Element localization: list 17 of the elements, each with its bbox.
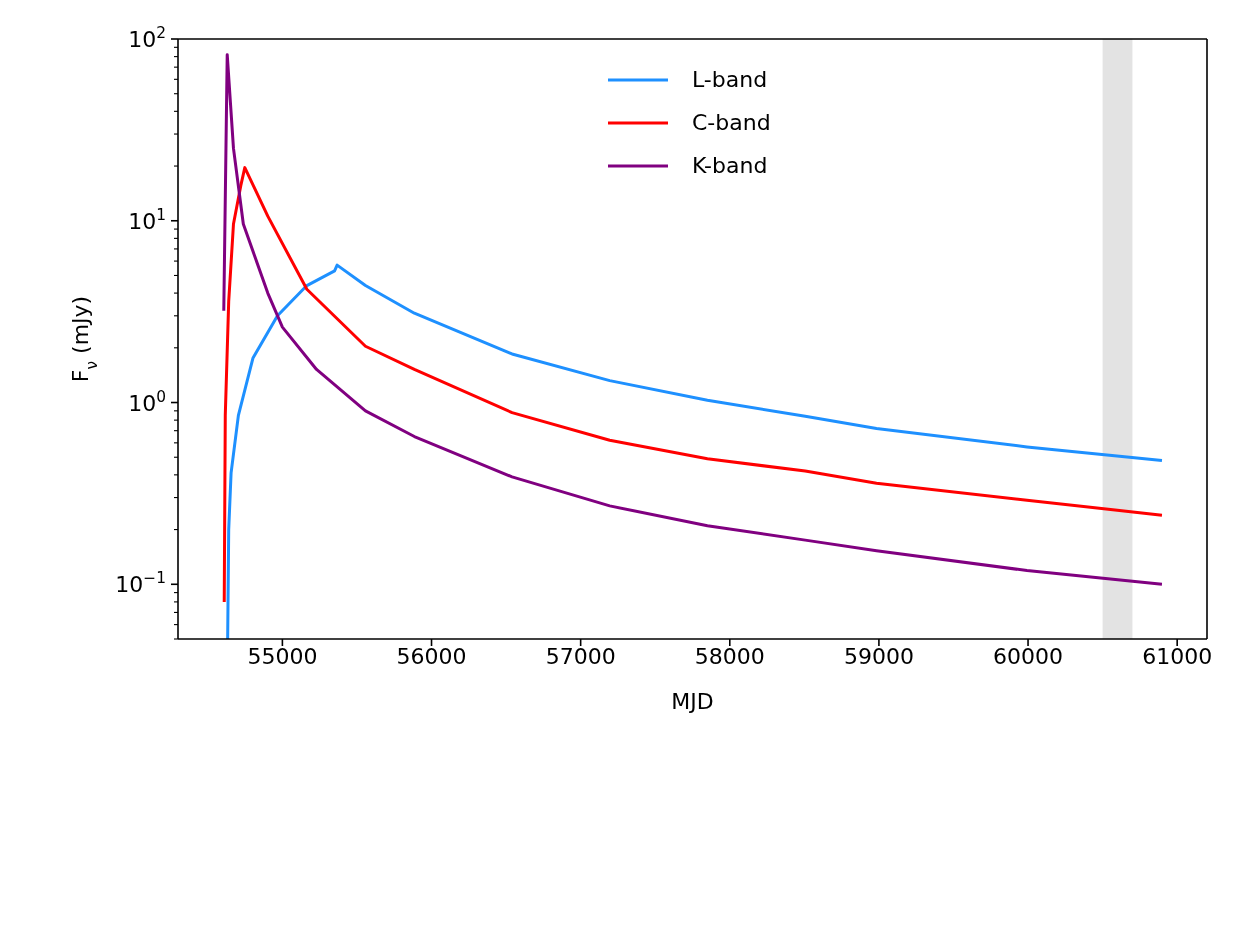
- legend-label: K-band: [692, 153, 768, 178]
- line-series: [222, 53, 1164, 586]
- y-tick-label: 10$^{1}$: [128, 205, 166, 234]
- y-tick-label: 10$^{−1}$: [115, 569, 166, 598]
- x-tick-label: 58000: [694, 643, 765, 669]
- x-tick-label: 60000: [993, 643, 1064, 669]
- legend-label: C-band: [692, 110, 771, 135]
- x-tick-label: 57000: [545, 643, 616, 669]
- x-tick-label: 55000: [247, 643, 318, 669]
- y-tick-label: 10$^{2}$: [128, 24, 166, 52]
- x-tick-label: 61000: [1142, 643, 1213, 669]
- x-tick-label: 59000: [843, 643, 914, 669]
- legend-label: L-band: [692, 67, 768, 92]
- x-tick-label: 56000: [396, 643, 467, 669]
- y-tick-label: 10$^{0}$: [128, 387, 166, 416]
- x-axis-title: MJD: [671, 689, 714, 714]
- line-series: [226, 263, 1164, 639]
